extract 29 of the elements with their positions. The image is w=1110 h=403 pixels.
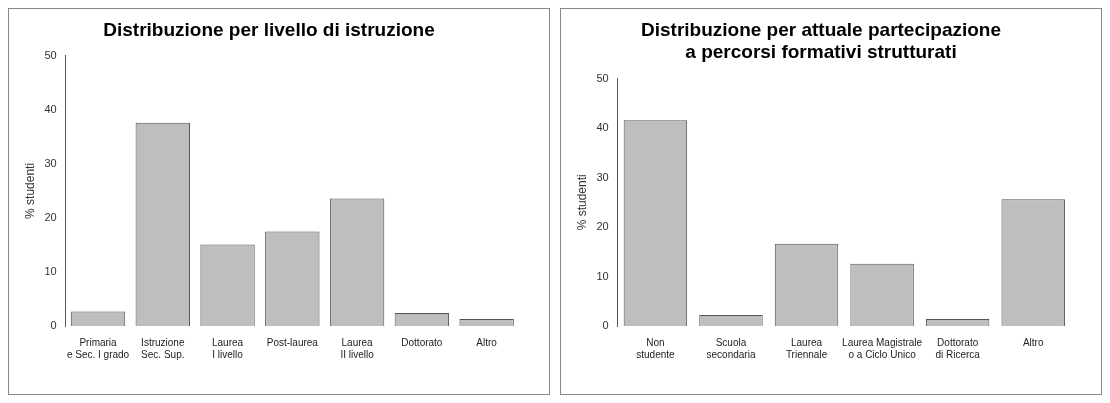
y-tick-label: 10 (44, 264, 57, 277)
x-tick-label: Altro (1022, 336, 1044, 348)
y-tick-label: 40 (596, 121, 609, 134)
y-tick-label: 50 (44, 48, 57, 61)
x-tick-label: Laurea Magistrale o a Ciclo Unico (842, 336, 923, 360)
y-axis-title: % studenti (22, 162, 37, 219)
y-tick-label: 0 (50, 319, 57, 332)
x-tick-label: Laurea Triennale (785, 336, 828, 360)
y-tick-label: 20 (44, 210, 57, 223)
y-tick-label: 40 (44, 102, 57, 115)
x-tick-label: Istruzione Sec. Sup. (141, 336, 185, 360)
chart-title: Distribuzione per livello di istruzione (103, 18, 435, 40)
x-tick-label: Altro (476, 336, 498, 348)
y-tick-label: 0 (602, 319, 609, 332)
x-tick-label: Dottorato (401, 336, 443, 348)
y-tick-label: 30 (596, 170, 609, 183)
x-tick-label: Laurea I livello (211, 336, 244, 360)
x-tick-label: Scuola secondaria (706, 336, 756, 360)
x-tick-label: Primaria e Sec. I grado (66, 336, 130, 360)
y-tick-label: 20 (596, 220, 609, 233)
y-tick-label: 50 (596, 71, 609, 84)
y-axis-title: % studenti (574, 174, 589, 231)
chart-title: Distribuzione per attuale partecipazione a percorsi formativi strutturati (640, 18, 1002, 63)
x-tick-label: Dottorato di Ricerca (935, 336, 981, 360)
y-tick-label: 30 (44, 156, 57, 169)
y-tick-label: 10 (596, 269, 609, 282)
x-tick-label: Non studente (636, 336, 676, 360)
x-tick-label: Post-laurea (266, 336, 319, 348)
x-tick-label: Laurea II livello (340, 336, 375, 360)
